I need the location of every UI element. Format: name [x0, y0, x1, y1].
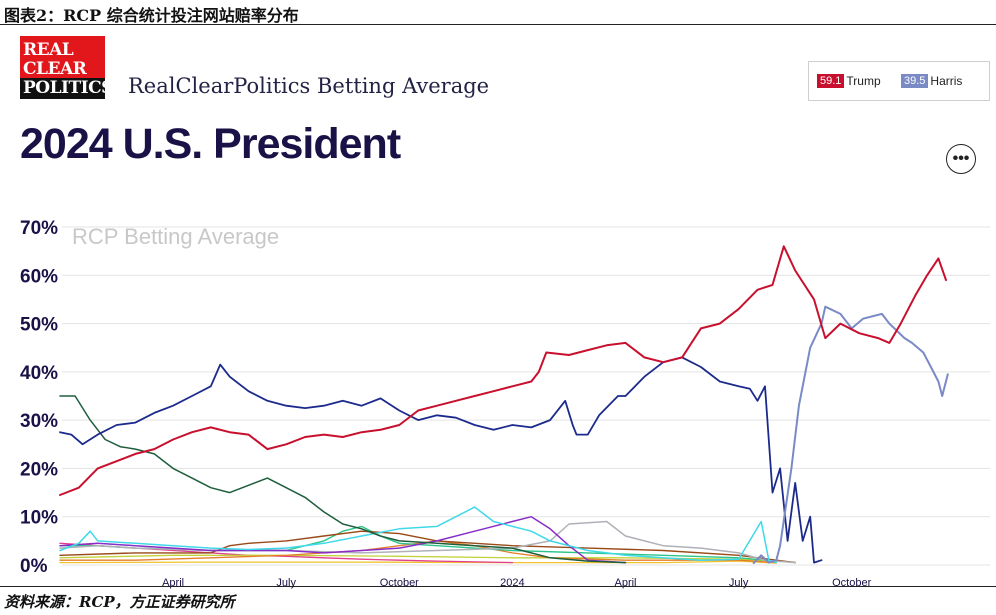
x-tick-label: July: [729, 577, 749, 589]
legend-label-trump: Trump: [846, 74, 881, 88]
y-tick-label: 0%: [20, 556, 48, 577]
series-line-other[interactable]: [59, 560, 777, 564]
logo-text: REAL CLEAR POLITICS: [23, 40, 113, 98]
legend-value-trump: 59.1: [817, 74, 845, 88]
y-tick-label: 50%: [20, 315, 58, 336]
series-line-trump[interactable]: [59, 245, 947, 496]
series-line-biden[interactable]: [59, 356, 823, 564]
legend-label-harris: Harris: [930, 74, 963, 88]
series-lines: [59, 245, 949, 565]
legend: 59.1 Trump 39.5 Harris: [808, 61, 990, 101]
y-tick-label: 60%: [20, 266, 58, 287]
bottom-rule: [0, 586, 996, 587]
y-tick-label: 40%: [20, 363, 58, 384]
series-line-desantis[interactable]: [59, 395, 627, 564]
x-tick-label: April: [614, 577, 636, 589]
legend-item-harris[interactable]: 39.5 Harris: [901, 74, 962, 88]
page-title: 2024 U.S. President: [20, 120, 401, 168]
series-line-ramaswamy[interactable]: [59, 540, 777, 564]
chart-watermark: RCP Betting Average: [72, 224, 279, 249]
series-line-harris[interactable]: [752, 305, 949, 565]
logo-band: [20, 78, 105, 99]
y-tick-label: 30%: [20, 411, 58, 432]
more-options-button[interactable]: •••: [946, 144, 976, 174]
rcp-logo[interactable]: REAL CLEAR POLITICS: [20, 36, 113, 99]
x-tick-label: October: [832, 577, 871, 589]
x-tick-label: 2024: [500, 577, 524, 589]
x-tick-label: July: [276, 577, 296, 589]
legend-item-trump[interactable]: 59.1 Trump: [817, 74, 881, 88]
figure-caption: 图表2：RCP 综合统计投注网站赔率分布: [4, 6, 299, 25]
y-axis-ticks: 0% 10% 20% 30% 40% 50% 60% 70%: [20, 218, 58, 577]
gridlines: [62, 226, 990, 566]
series-line-newsom[interactable]: [59, 506, 778, 564]
x-tick-label: October: [380, 577, 419, 589]
x-tick-label: April: [162, 577, 184, 589]
series-line-haley[interactable]: [59, 515, 627, 564]
ellipsis-icon: •••: [952, 150, 970, 167]
y-tick-label: 70%: [20, 218, 58, 239]
y-tick-label: 10%: [20, 508, 58, 529]
legend-value-harris: 39.5: [901, 74, 929, 88]
source-note: 资料来源：RCP，方正证券研究所: [4, 593, 235, 611]
x-axis-ticks: April July October 2024 April July October: [162, 577, 872, 589]
y-tick-label: 20%: [20, 459, 58, 480]
top-rule: [0, 24, 996, 25]
chart-subtitle: RealClearPolitics Betting Average: [128, 74, 490, 98]
